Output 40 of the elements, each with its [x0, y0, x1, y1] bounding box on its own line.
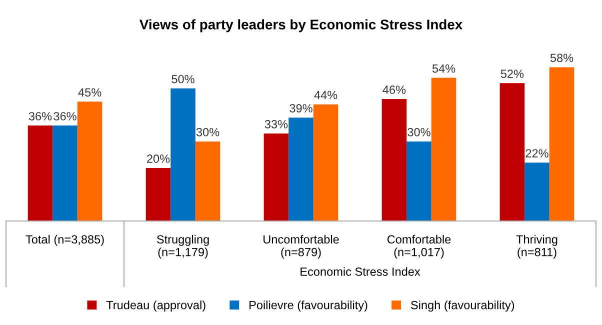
bar	[28, 126, 53, 221]
x-tick-label: Uncomfortable (n=879)	[264, 234, 339, 259]
data-label: 36%	[28, 112, 52, 120]
legend-label: Singh (favourability)	[410, 300, 514, 312]
data-label: 22%	[526, 149, 548, 158]
chart-title: Views of party leaders by Economic Stress Index	[140, 19, 462, 32]
data-label: 30%	[408, 128, 430, 136]
data-label: 45%	[78, 88, 102, 97]
bar	[264, 133, 289, 221]
text: Economic Stress Index	[300, 267, 420, 276]
data-label: 46%	[382, 86, 406, 94]
legend-label: Poilievre (favourability)	[250, 300, 368, 312]
bar	[382, 99, 407, 221]
legend-label: Trudeau (approval)	[106, 300, 206, 312]
bar	[524, 162, 550, 221]
bar	[52, 126, 78, 221]
bar	[288, 118, 314, 221]
bar	[77, 102, 102, 221]
bar	[500, 83, 525, 221]
x-tick-label: Struggling (n=1,179)	[156, 234, 209, 259]
bar	[549, 67, 574, 221]
bar	[170, 88, 196, 221]
data-label: 30%	[196, 128, 220, 136]
data-label: 44%	[314, 90, 338, 100]
data-label: 33%	[264, 120, 288, 128]
bar	[313, 104, 338, 221]
bar	[406, 141, 432, 221]
data-label: 54%	[432, 64, 456, 73]
bar	[195, 141, 220, 221]
x-tick-label: Comfortable (n=1,017)	[387, 234, 451, 259]
bar	[146, 168, 171, 221]
data-label: 20%	[147, 154, 170, 163]
data-label: 36%	[54, 112, 76, 120]
bar	[431, 78, 456, 221]
data-label: 58%	[550, 54, 574, 62]
data-label: 50%	[172, 74, 194, 84]
data-label: 39%	[290, 104, 312, 112]
x-tick-label: Total (n=3,885)	[26, 234, 104, 246]
x-tick-label: Thriving (n=811)	[516, 234, 558, 259]
data-label: 52%	[500, 70, 524, 78]
